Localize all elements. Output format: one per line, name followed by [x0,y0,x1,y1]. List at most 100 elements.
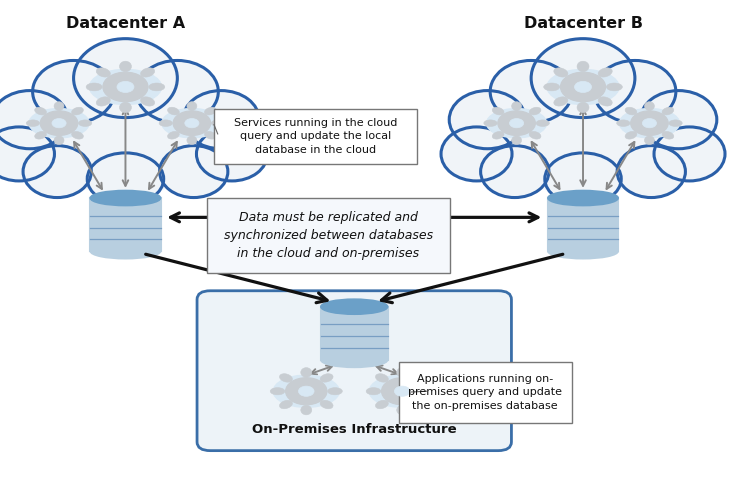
Ellipse shape [211,120,224,127]
Ellipse shape [644,136,655,144]
Ellipse shape [376,400,388,409]
FancyBboxPatch shape [197,291,511,451]
Ellipse shape [487,109,546,138]
Ellipse shape [617,146,686,198]
Ellipse shape [301,405,311,415]
Text: Data must be replicated and
synchronized between databases
in the cloud and on-p: Data must be replicated and synchronized… [224,211,433,260]
Ellipse shape [321,353,387,367]
Ellipse shape [547,70,619,104]
Ellipse shape [594,60,676,123]
Ellipse shape [27,120,40,127]
Ellipse shape [598,68,613,77]
Ellipse shape [159,120,173,127]
Ellipse shape [187,102,197,111]
Circle shape [574,81,592,93]
Circle shape [286,378,327,405]
Ellipse shape [320,400,333,409]
Ellipse shape [159,146,228,198]
Ellipse shape [280,374,292,382]
Ellipse shape [480,146,549,198]
Ellipse shape [490,60,572,123]
Circle shape [631,111,669,136]
Ellipse shape [86,83,102,91]
Ellipse shape [366,388,381,395]
Ellipse shape [3,104,98,177]
Ellipse shape [120,102,131,113]
Bar [91,198,161,251]
Ellipse shape [320,374,333,382]
Ellipse shape [529,107,541,115]
Ellipse shape [498,75,668,196]
Ellipse shape [204,107,216,115]
Ellipse shape [554,68,568,77]
Ellipse shape [548,191,618,205]
Circle shape [382,378,423,405]
Ellipse shape [424,388,438,395]
Ellipse shape [484,120,497,127]
Ellipse shape [273,375,339,407]
Ellipse shape [321,299,387,314]
Ellipse shape [149,83,165,91]
Ellipse shape [397,405,407,415]
FancyBboxPatch shape [214,109,417,164]
Ellipse shape [41,75,210,196]
Circle shape [560,72,606,102]
FancyBboxPatch shape [207,198,450,273]
Ellipse shape [187,136,197,144]
Circle shape [394,386,410,397]
Ellipse shape [598,97,613,106]
Ellipse shape [554,97,568,106]
Ellipse shape [607,83,622,91]
Ellipse shape [183,91,259,149]
Ellipse shape [369,375,435,407]
Ellipse shape [120,61,131,71]
Bar [548,198,618,251]
Ellipse shape [669,120,682,127]
Ellipse shape [153,104,249,177]
Ellipse shape [74,39,177,117]
Ellipse shape [570,83,679,166]
Ellipse shape [90,191,161,205]
Circle shape [103,72,148,102]
Text: Datacenter B: Datacenter B [523,16,643,31]
Ellipse shape [625,131,637,139]
Ellipse shape [32,60,114,123]
Ellipse shape [35,131,46,139]
Ellipse shape [112,83,221,166]
Ellipse shape [397,368,407,377]
Ellipse shape [610,104,706,177]
Ellipse shape [492,131,504,139]
Ellipse shape [441,127,512,181]
Circle shape [509,118,524,128]
Ellipse shape [641,91,717,149]
Ellipse shape [529,131,541,139]
Ellipse shape [90,244,161,258]
Bar [321,307,387,360]
Ellipse shape [644,102,655,111]
Circle shape [173,111,211,136]
Ellipse shape [488,83,596,166]
Circle shape [184,118,199,128]
Ellipse shape [620,109,680,138]
Ellipse shape [140,97,155,106]
Ellipse shape [511,102,522,111]
Ellipse shape [301,368,311,377]
Ellipse shape [78,120,92,127]
Ellipse shape [662,107,674,115]
Ellipse shape [449,91,525,149]
Ellipse shape [536,120,549,127]
Ellipse shape [196,127,267,181]
Ellipse shape [30,109,89,138]
Circle shape [117,81,134,93]
Ellipse shape [0,91,68,149]
Ellipse shape [35,107,46,115]
Ellipse shape [54,136,64,144]
Ellipse shape [168,131,179,139]
Circle shape [642,118,657,128]
Text: On-Premises Infrastructure: On-Premises Infrastructure [252,423,457,436]
Ellipse shape [204,131,216,139]
Ellipse shape [140,68,155,77]
Ellipse shape [270,388,285,395]
Ellipse shape [461,104,556,177]
Ellipse shape [625,107,637,115]
